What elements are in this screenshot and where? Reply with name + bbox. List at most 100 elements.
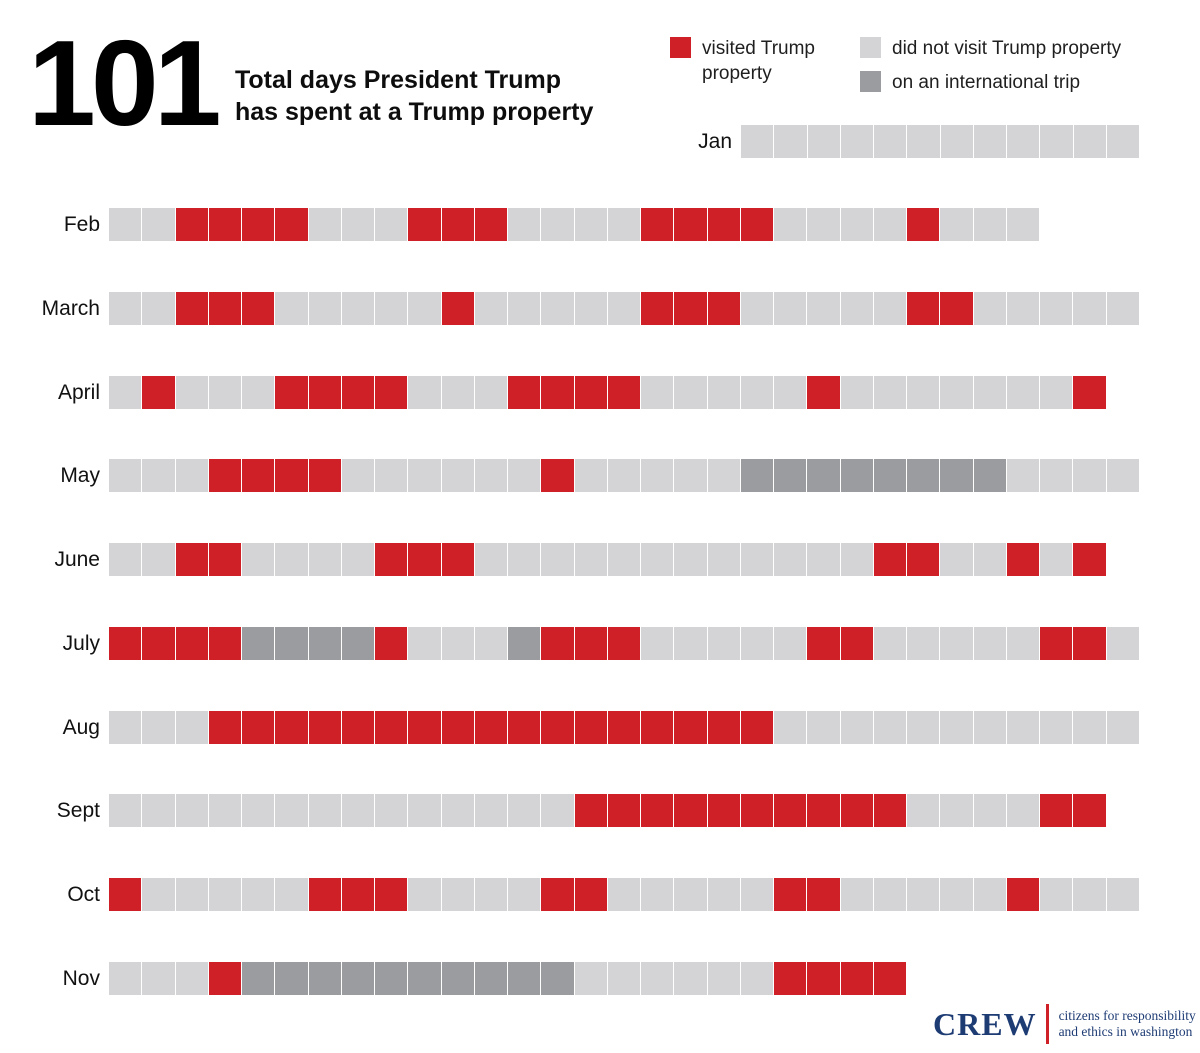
day-cell-jan-24 xyxy=(874,125,908,158)
day-cell-nov-18 xyxy=(674,962,708,995)
day-cell-april-1 xyxy=(109,376,143,409)
international-swatch-icon xyxy=(860,71,881,92)
day-cell-aug-24 xyxy=(873,711,907,744)
day-cell-june-13 xyxy=(508,543,542,576)
day-cell-march-6 xyxy=(275,292,309,325)
day-cell-nov-23 xyxy=(840,962,874,995)
day-cell-jan-22 xyxy=(807,125,841,158)
day-cell-march-11 xyxy=(441,292,475,325)
day-cell-aug-5 xyxy=(242,711,276,744)
day-cell-feb-9 xyxy=(375,208,409,241)
month-label-march: March xyxy=(41,296,100,320)
day-cell-nov-6 xyxy=(275,962,309,995)
day-cell-may-15 xyxy=(574,459,608,492)
month-row-april: April xyxy=(58,376,1107,409)
day-cell-march-31 xyxy=(1106,292,1140,325)
day-cell-sept-28 xyxy=(1006,794,1040,827)
day-cell-aug-14 xyxy=(541,711,575,744)
day-cell-july-17 xyxy=(641,627,675,660)
day-cell-oct-25 xyxy=(907,878,941,911)
day-cell-sept-7 xyxy=(308,794,342,827)
day-cell-june-26 xyxy=(940,543,974,576)
day-cell-may-16 xyxy=(607,459,641,492)
day-cell-feb-24 xyxy=(873,208,907,241)
day-cell-july-27 xyxy=(973,627,1007,660)
day-cell-aug-28 xyxy=(1006,711,1040,744)
day-cell-july-4 xyxy=(208,627,242,660)
day-cell-may-23 xyxy=(840,459,874,492)
day-cell-sept-19 xyxy=(707,794,741,827)
day-cell-april-15 xyxy=(574,376,608,409)
day-cell-feb-25 xyxy=(907,208,941,241)
day-cell-aug-31 xyxy=(1106,711,1140,744)
day-cell-april-4 xyxy=(208,376,242,409)
day-cell-july-20 xyxy=(740,627,774,660)
day-cell-sept-5 xyxy=(242,794,276,827)
day-cell-march-16 xyxy=(607,292,641,325)
day-cell-feb-11 xyxy=(441,208,475,241)
crew-logo: CREW citizens for responsibility and eth… xyxy=(933,1004,1196,1044)
day-cell-nov-19 xyxy=(707,962,741,995)
day-cell-aug-4 xyxy=(208,711,242,744)
day-cell-feb-23 xyxy=(840,208,874,241)
day-cell-jan-23 xyxy=(840,125,874,158)
day-cell-feb-6 xyxy=(275,208,309,241)
day-cell-nov-17 xyxy=(641,962,675,995)
day-cell-nov-1 xyxy=(109,962,143,995)
day-cell-aug-12 xyxy=(474,711,508,744)
legend-label-visited: visited Trump property xyxy=(702,38,815,84)
day-cell-aug-7 xyxy=(308,711,342,744)
day-cell-may-13 xyxy=(508,459,542,492)
day-cell-may-9 xyxy=(375,459,409,492)
day-cell-july-16 xyxy=(607,627,641,660)
day-cell-oct-9 xyxy=(375,878,409,911)
day-cell-march-5 xyxy=(242,292,276,325)
day-cell-aug-19 xyxy=(707,711,741,744)
day-cell-oct-26 xyxy=(940,878,974,911)
day-cell-april-18 xyxy=(674,376,708,409)
day-cell-may-5 xyxy=(242,459,276,492)
month-label-nov: Nov xyxy=(62,966,100,990)
day-cell-june-23 xyxy=(840,543,874,576)
day-cell-nov-13 xyxy=(508,962,542,995)
day-cell-march-2 xyxy=(142,292,176,325)
month-label-feb: Feb xyxy=(63,212,100,236)
day-cell-march-25 xyxy=(907,292,941,325)
day-cell-may-27 xyxy=(973,459,1007,492)
day-cell-oct-6 xyxy=(275,878,309,911)
not-visited-swatch-icon xyxy=(860,37,881,58)
day-cell-july-12 xyxy=(474,627,508,660)
day-cell-jan-26 xyxy=(940,125,974,158)
day-cell-oct-13 xyxy=(508,878,542,911)
day-cell-april-14 xyxy=(541,376,575,409)
month-row-sept: Sept xyxy=(57,794,1107,827)
day-cell-july-15 xyxy=(574,627,608,660)
day-cell-july-7 xyxy=(308,627,342,660)
day-cell-may-4 xyxy=(208,459,242,492)
day-cell-april-27 xyxy=(973,376,1007,409)
day-cell-oct-22 xyxy=(807,878,841,911)
day-cell-march-10 xyxy=(408,292,442,325)
day-cell-april-21 xyxy=(774,376,808,409)
day-cell-june-9 xyxy=(375,543,409,576)
day-cell-oct-15 xyxy=(574,878,608,911)
day-cell-oct-29 xyxy=(1040,878,1074,911)
crew-tagline: citizens for responsibility and ethics i… xyxy=(1059,1008,1196,1040)
day-cell-may-2 xyxy=(142,459,176,492)
day-cell-jan-27 xyxy=(973,125,1007,158)
day-cell-sept-17 xyxy=(641,794,675,827)
day-cell-oct-3 xyxy=(175,878,209,911)
day-cell-aug-26 xyxy=(940,711,974,744)
day-cell-may-1 xyxy=(109,459,143,492)
day-cell-june-22 xyxy=(807,543,841,576)
day-cell-feb-2 xyxy=(142,208,176,241)
month-label-jan: Jan xyxy=(698,129,732,153)
day-cell-april-7 xyxy=(308,376,342,409)
day-cell-oct-31 xyxy=(1106,878,1140,911)
day-cell-oct-20 xyxy=(740,878,774,911)
day-cell-jan-28 xyxy=(1007,125,1041,158)
day-cell-feb-22 xyxy=(807,208,841,241)
day-cell-april-23 xyxy=(840,376,874,409)
day-cell-aug-23 xyxy=(840,711,874,744)
